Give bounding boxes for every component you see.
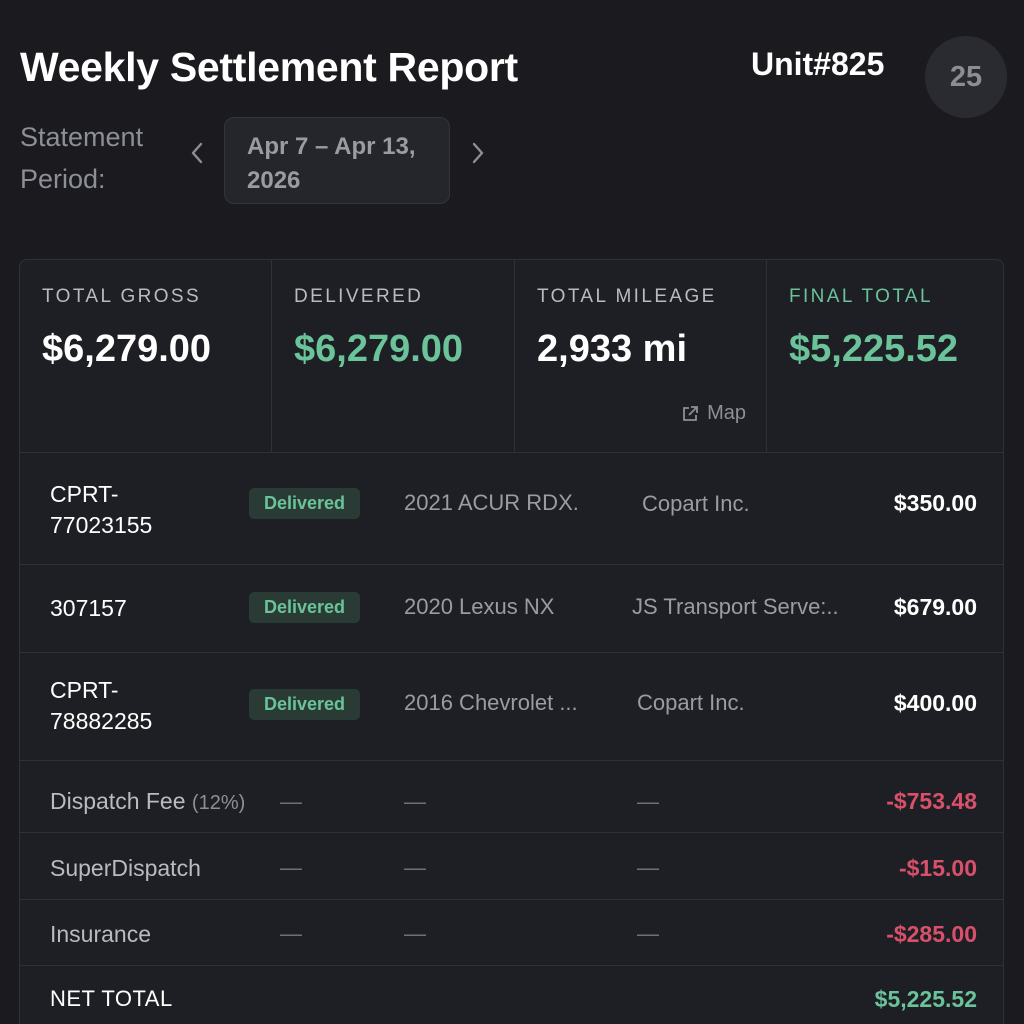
vehicle: 2020 Lexus NX [404, 594, 555, 619]
external-link-icon [683, 405, 698, 421]
empty-cell: — [404, 789, 426, 814]
previous-period-button[interactable] [182, 136, 212, 170]
chevron-left-icon [191, 142, 203, 164]
stat-label: DELIVERED [294, 286, 424, 307]
deduction-amount: -$753.48 [886, 788, 977, 814]
deduction-rate: (12%) [191, 792, 246, 814]
load-amount: $350.00 [893, 490, 977, 516]
deduction-name: Dispatch Fee [50, 788, 186, 814]
empty-cell: — [637, 855, 659, 880]
empty-cell: — [637, 921, 659, 946]
stat-label: TOTAL MILEAGE [537, 286, 717, 307]
load-id: CPRT- 77023155 [50, 481, 153, 538]
deduction-row: Dispatch Fee (12%) — — — -$753.48 [20, 761, 1003, 833]
deduction-name: Insurance [50, 921, 152, 947]
status-badge: Delivered [249, 689, 361, 720]
map-link-label: Map [707, 402, 746, 424]
stat-value: 2,933 mi [537, 328, 687, 370]
empty-cell: — [280, 789, 302, 814]
page-title: Weekly Settlement Report [20, 44, 518, 90]
load-amount: $679.00 [893, 594, 977, 620]
stat-total-gross: TOTAL GROSS $6,279.00 [20, 260, 272, 453]
empty-cell: — [404, 855, 426, 880]
empty-cell: — [280, 855, 302, 880]
net-total-value: $5,225.52 [874, 986, 977, 1012]
stat-value: $6,279.00 [42, 328, 212, 370]
unit-number: Unit#825 [751, 46, 885, 82]
shipper: Copart Inc. [642, 491, 750, 516]
load-id: 307157 [50, 595, 127, 621]
avatar[interactable]: 25 [925, 36, 1007, 118]
table-row[interactable]: CPRT- 77023155 Delivered 2021 ACUR RDX. … [20, 453, 1003, 565]
vehicle: 2021 ACUR RDX. [404, 490, 579, 515]
empty-cell: — [280, 921, 302, 946]
chevron-right-icon [472, 142, 484, 164]
empty-cell: — [404, 921, 426, 946]
stat-delivered: DELIVERED $6,279.00 [272, 260, 515, 453]
table-row[interactable]: CPRT- 78882285 Delivered 2016 Chevrolet … [20, 653, 1003, 761]
deduction-label: Dispatch Fee (12%) [50, 788, 245, 815]
deduction-row: Insurance — — — -$285.00 [20, 900, 1003, 966]
stat-label: FINAL TOTAL [789, 286, 933, 307]
status-badge: Delivered [249, 592, 361, 623]
table-row[interactable]: 307157 Delivered 2020 Lexus NX JS Transp… [20, 565, 1003, 653]
settlement-card: TOTAL GROSS $6,279.00 DELIVERED $6,279.0… [19, 259, 1004, 1024]
status-badge: Delivered [249, 488, 361, 519]
empty-cell: — [637, 789, 659, 814]
deduction-name: SuperDispatch [50, 855, 201, 881]
stat-value: $6,279.00 [294, 328, 464, 370]
deduction-amount: -$285.00 [886, 921, 977, 947]
net-total-label: NET TOTAL [50, 986, 173, 1011]
load-id: CPRT- 78882285 [50, 677, 153, 734]
period-selector[interactable]: Apr 7 – Apr 13, 2026 [224, 117, 450, 204]
stat-final-total: FINAL TOTAL $5,225.52 [767, 260, 1003, 453]
shipper: JS Transport Serve:.. [632, 594, 839, 619]
vehicle: 2016 Chevrolet ... [404, 690, 578, 715]
net-total-row: NET TOTAL $5,225.52 [20, 966, 1003, 1024]
deduction-row: SuperDispatch — — — -$15.00 [20, 833, 1003, 900]
statement-period-label: Statement Period: [20, 122, 144, 194]
deduction-amount: -$15.00 [898, 855, 977, 881]
stat-label: TOTAL GROSS [42, 286, 202, 307]
stat-value: $5,225.52 [789, 328, 959, 370]
summary-stats: TOTAL GROSS $6,279.00 DELIVERED $6,279.0… [20, 260, 1003, 453]
load-amount: $400.00 [893, 690, 977, 716]
next-period-button[interactable] [463, 136, 493, 170]
stat-total-mileage: TOTAL MILEAGE 2,933 mi Map [515, 260, 767, 453]
shipper: Copart Inc. [637, 690, 745, 715]
map-link[interactable]: Map [681, 402, 746, 425]
